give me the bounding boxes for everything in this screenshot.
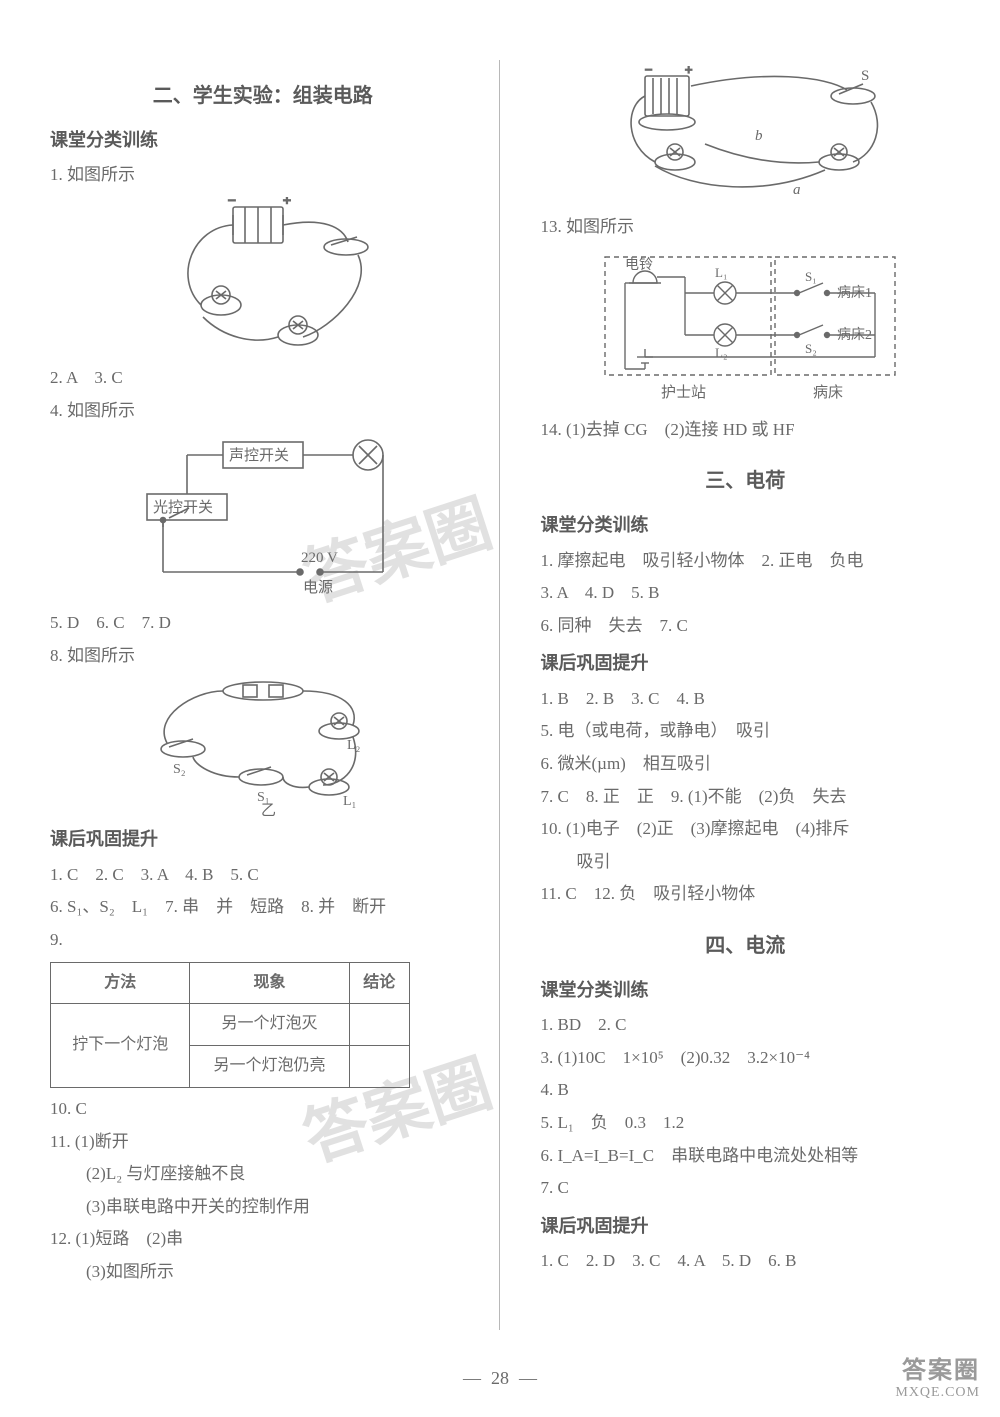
review-head: 课后巩固提升: [50, 823, 475, 855]
figure-12-circuit: −+: [585, 66, 905, 206]
section-3-title: 三、电荷: [540, 463, 950, 499]
label-a: a: [793, 182, 801, 198]
figure-13-circuit: 电铃 L₁ L₂ S₁ S₂ 病床1 病床2 护士站 病床: [575, 249, 915, 409]
s3-classroom-head: 课堂分类训练: [540, 509, 950, 541]
label-s2: S₂: [173, 762, 186, 777]
answer-table: 方法 现象 结论 拧下一个灯泡 另一个灯泡灭 另一个灯泡仍亮: [50, 962, 410, 1088]
review-11-1: 11. (1)断开: [50, 1127, 475, 1158]
label-bed1: 病床1: [837, 285, 872, 301]
label-l1: L₁: [715, 265, 727, 280]
review-11-3: (3)串联电路中开关的控制作用: [50, 1192, 475, 1223]
light-switch-label: 光控开关: [153, 499, 213, 516]
label-s: S: [861, 68, 869, 84]
s4-r1: 1. C 2. D 3. C 4. A 5. D 6. B: [540, 1246, 950, 1277]
power-label: 电源: [303, 579, 333, 596]
review-1-5: 1. C 2. C 3. A 4. B 5. C: [50, 860, 475, 891]
label-ward: 病床: [813, 384, 843, 401]
s3-r6: 6. 微米(µm) 相互吸引: [540, 749, 950, 780]
figure-8-circuit: S₂ S₁ L₂ L₁ 乙: [133, 677, 393, 817]
s4-c7: 7. C: [540, 1173, 950, 1204]
th-conclusion: 结论: [349, 962, 409, 1004]
page-number: 28: [491, 1368, 509, 1388]
label-yi: 乙: [261, 803, 276, 817]
svg-text:−: −: [228, 197, 236, 209]
s4-review-head: 课后巩固提升: [540, 1210, 950, 1242]
section-4-title: 四、电流: [540, 928, 950, 964]
item-4: 4. 如图所示: [50, 396, 475, 427]
page-footer: —28—: [0, 1368, 1000, 1389]
review-6-8: 6. S₁、S₂ L₁ 7. 串 并 短路 8. 并 断开: [50, 892, 475, 923]
items-2-3: 2. A 3. C: [50, 363, 475, 394]
s3-r11: 11. C 12. 负 吸引轻小物体: [540, 879, 950, 910]
s4-c6: 6. I_A=I_B=I_C 串联电路中电流处处相等: [540, 1141, 950, 1172]
svg-text:+: +: [283, 197, 291, 209]
s4-c3: 3. (1)10C 1×10⁵ (2)0.32 3.2×10⁻⁴: [540, 1043, 950, 1074]
th-phenom: 现象: [190, 962, 349, 1004]
s4-classroom-head: 课堂分类训练: [540, 974, 950, 1006]
label-l2: L₂: [715, 345, 727, 360]
review-11-2: (2)L₂ 与灯座接触不良: [50, 1159, 475, 1190]
td-method: 拧下一个灯泡: [51, 1004, 190, 1088]
s3-r10b: 吸引: [540, 847, 950, 878]
sound-switch-label: 声控开关: [229, 446, 289, 464]
svg-text:+: +: [685, 66, 692, 77]
item-14: 14. (1)去掉 CG (2)连接 HD 或 HF: [540, 415, 950, 446]
item-13: 13. 如图所示: [540, 212, 950, 243]
brand-stamp: 答案圈 MXQE.COM: [895, 1350, 980, 1401]
item-8: 8. 如图所示: [50, 641, 475, 672]
label-nurse: 护士站: [661, 384, 706, 401]
review-9: 9.: [50, 925, 475, 956]
label-b: b: [755, 128, 763, 144]
td-conc-a: [349, 1004, 409, 1046]
s3-c6: 6. 同种 失去 7. C: [540, 611, 950, 642]
label-s2: S₂: [805, 341, 817, 356]
brand-url: MXQE.COM: [895, 1385, 980, 1401]
label-l2: L₂: [347, 738, 361, 753]
section-2-title: 二、学生实验：组装电路: [50, 78, 475, 114]
s3-r5: 5. 电（或电荷，或静电） 吸引: [540, 716, 950, 747]
s3-r10: 10. (1)电子 (2)正 (3)摩擦起电 (4)排斥: [540, 814, 950, 845]
s4-c1: 1. BD 2. C: [540, 1010, 950, 1041]
s4-c5: 5. L₁ 负 0.3 1.2: [540, 1108, 950, 1139]
label-bell: 电铃: [625, 257, 653, 273]
figure-4-circuit: 声控开关 光控开关 220 V 电源: [123, 432, 403, 602]
items-5-7: 5. D 6. C 7. D: [50, 608, 475, 639]
s4-c4: 4. B: [540, 1075, 950, 1106]
label-bed2: 病床2: [837, 327, 872, 343]
s3-r1: 1. B 2. B 3. C 4. B: [540, 684, 950, 715]
column-separator: [499, 60, 500, 1330]
s3-c1: 1. 摩擦起电 吸引轻小物体 2. 正电 负电: [540, 546, 950, 577]
s3-review-head: 课后巩固提升: [540, 647, 950, 679]
s3-c3: 3. A 4. D 5. B: [540, 578, 950, 609]
review-12: 12. (1)短路 (2)串: [50, 1224, 475, 1255]
review-10: 10. C: [50, 1094, 475, 1125]
svg-text:−: −: [645, 66, 652, 77]
power-220v: 220 V: [301, 550, 338, 566]
s3-r7: 7. C 8. 正 正 9. (1)不能 (2)负 失去: [540, 782, 950, 813]
figure-1-circuit: − +: [133, 197, 393, 357]
td-phenom-b: 另一个灯泡仍亮: [190, 1046, 349, 1088]
classroom-head: 课堂分类训练: [50, 124, 475, 156]
review-12-3: (3)如图所示: [50, 1257, 475, 1288]
right-column: −+: [510, 60, 950, 1330]
brand-name: 答案圈: [895, 1350, 980, 1385]
label-s1: S₁: [805, 269, 817, 284]
th-method: 方法: [51, 962, 190, 1004]
td-conc-b: [349, 1046, 409, 1088]
item-1: 1. 如图所示: [50, 160, 475, 191]
left-column: 二、学生实验：组装电路 课堂分类训练 1. 如图所示 − +: [50, 60, 489, 1330]
td-phenom-a: 另一个灯泡灭: [190, 1004, 349, 1046]
label-l1: L₁: [343, 794, 356, 809]
